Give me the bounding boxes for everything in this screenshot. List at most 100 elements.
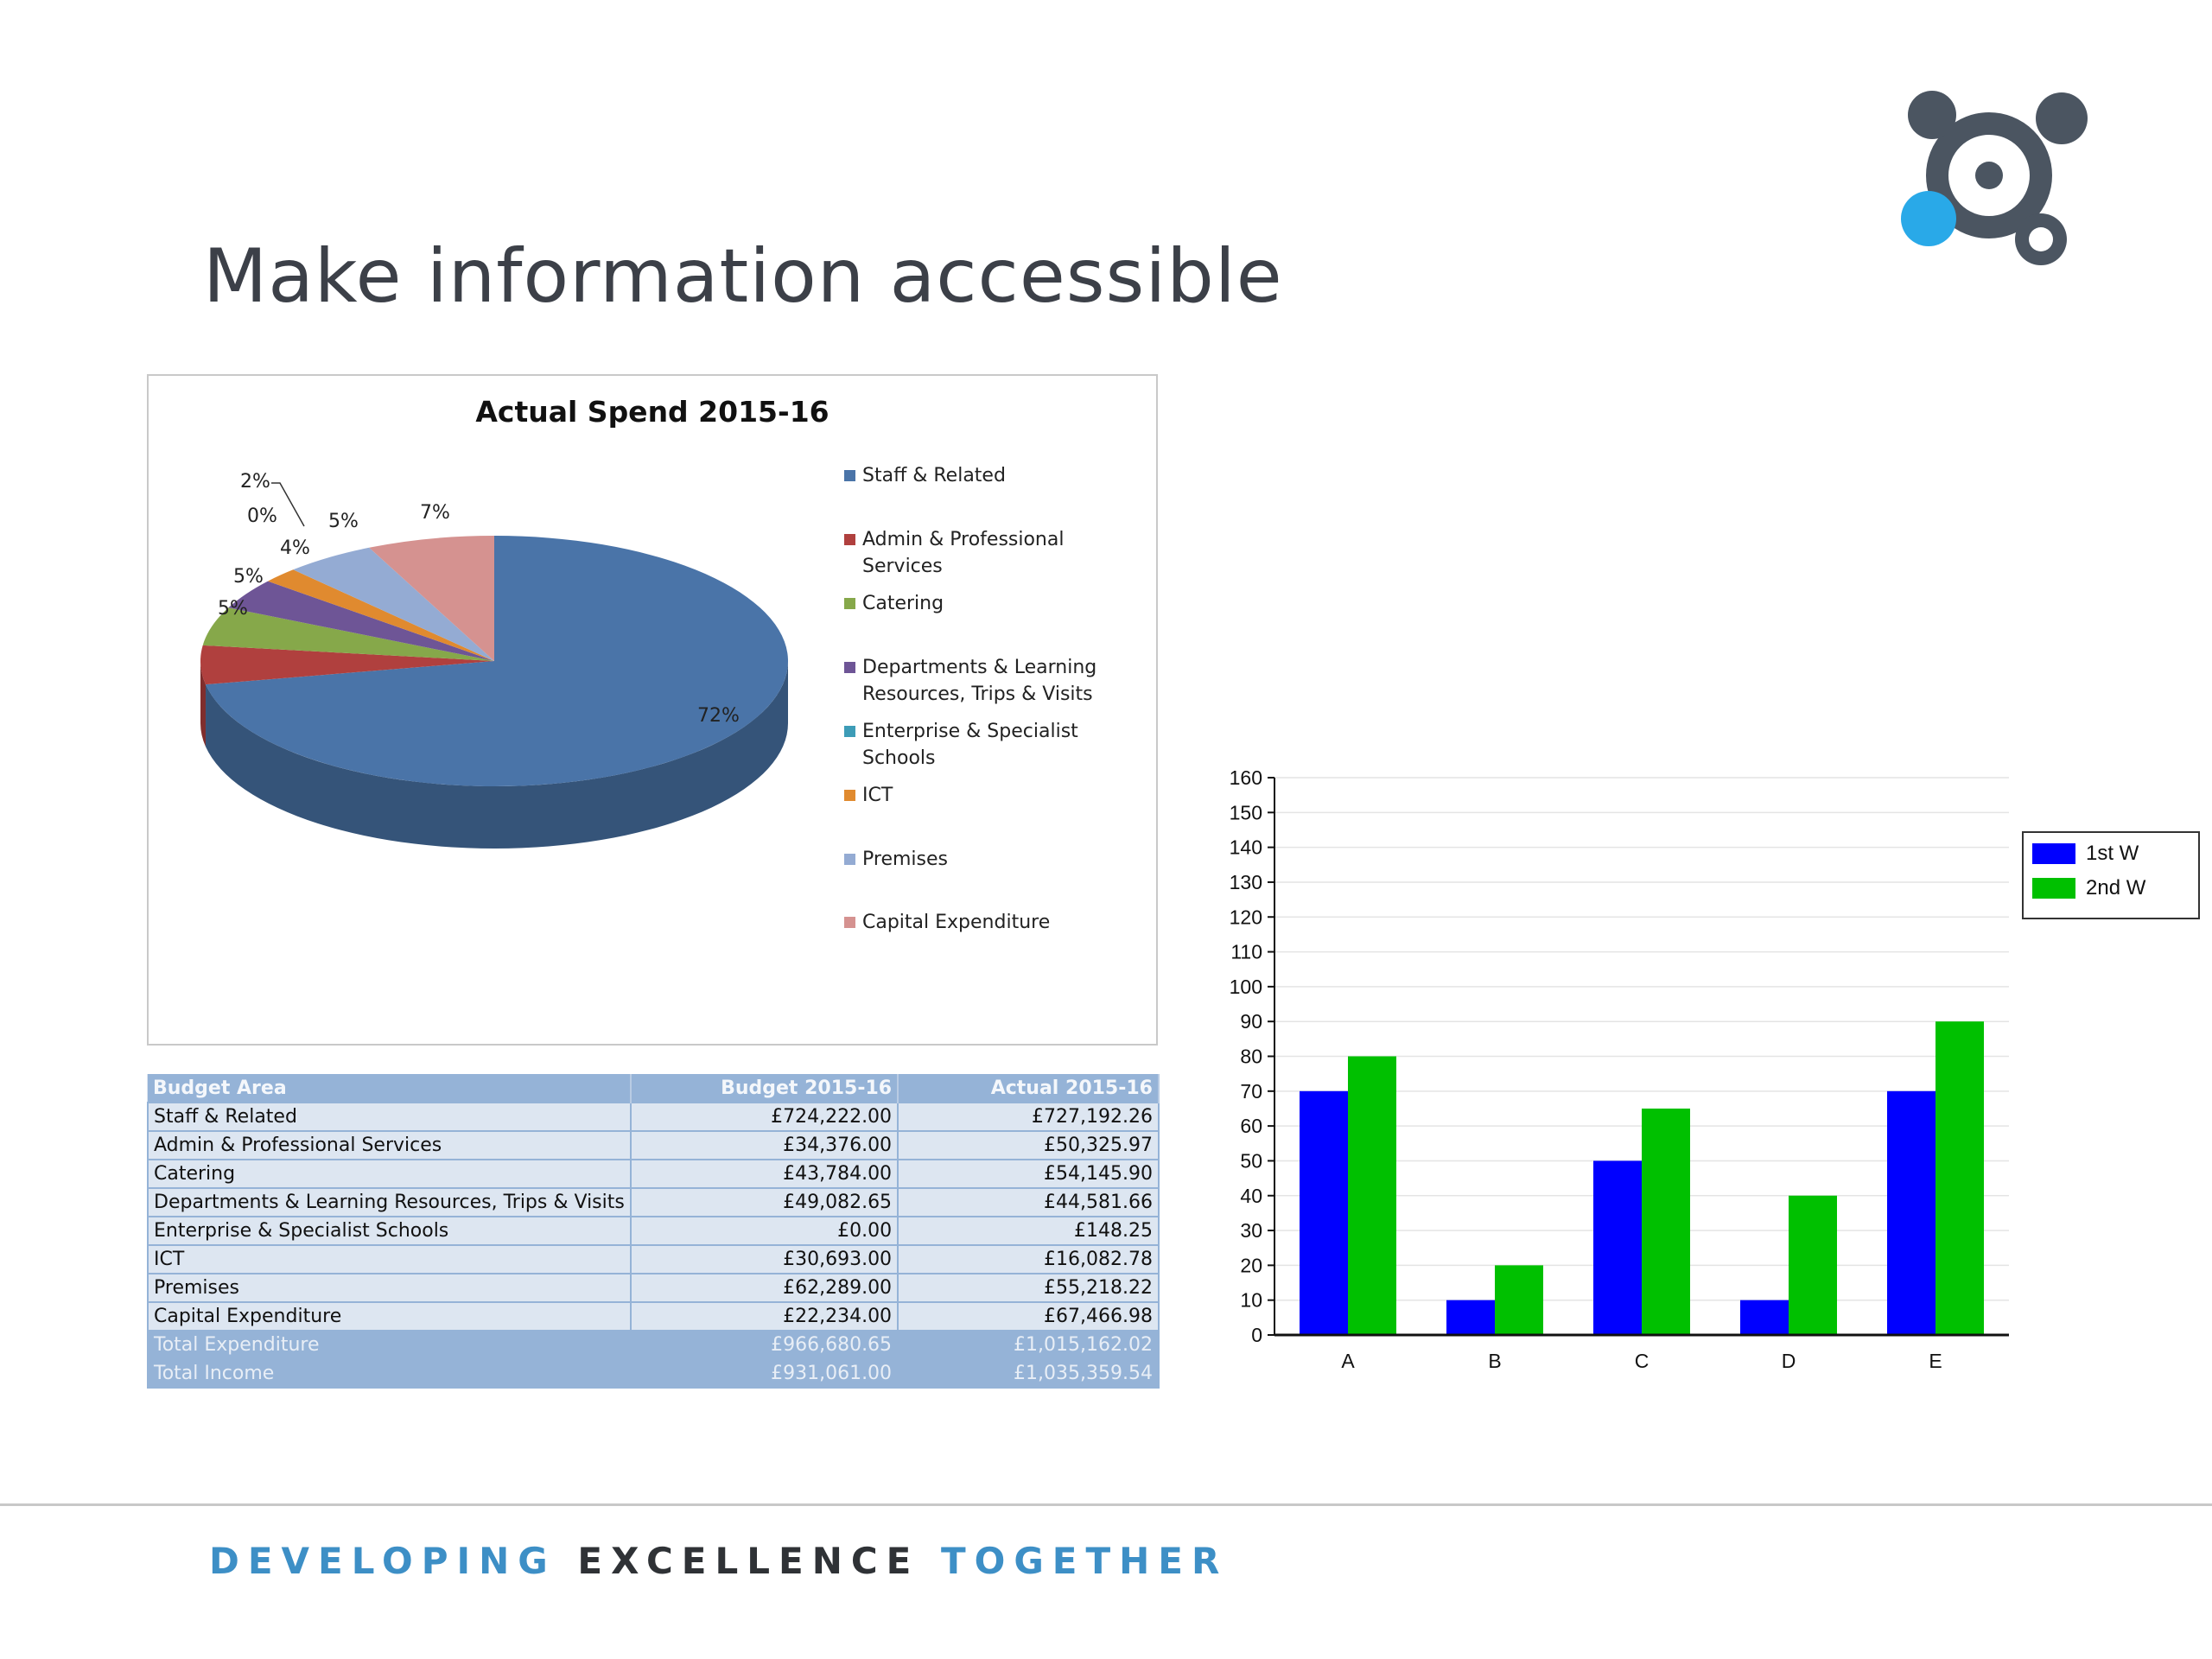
- legend-label: Enterprise & Specialist Schools: [862, 721, 1078, 769]
- actual-cell: £148.25: [897, 1216, 1160, 1246]
- legend-swatch-1st-w: [2032, 843, 2075, 864]
- legend-swatch: [844, 470, 855, 481]
- legend-item-departments-learning-resources-trips-visits: Departments & Learning Resources, Trips …: [844, 654, 1138, 708]
- legend-swatch: [844, 917, 855, 928]
- pie-label-capital-expenditure: 7%: [420, 502, 450, 524]
- pie-label-admin-professional-services: 5%: [218, 598, 248, 620]
- y-tick-label: 10: [1240, 1289, 1262, 1312]
- legend-item-staff-related: Staff & Related: [844, 462, 1138, 489]
- y-tick-label: 120: [1230, 906, 1262, 928]
- legend-item-2nd-w: 2nd W: [2032, 876, 2145, 900]
- y-tick-label: 130: [1230, 871, 1262, 893]
- pie-chart: 72% 5% 5% 4%0% 2% 5% 7%: [200, 471, 788, 849]
- budget-cell: £30,693.00: [629, 1244, 899, 1274]
- legend-swatch: [844, 534, 855, 545]
- table-row: Admin & Professional Services £34,376.00 £…: [147, 1130, 1160, 1160]
- pie-slice-ict: [268, 569, 494, 661]
- column-header-actual: Actual 2015-16: [898, 1074, 1160, 1103]
- legend-swatch: [844, 854, 855, 865]
- table-total-row: Total Expenditure £966,680.65 £1,015,162.0…: [147, 1330, 1160, 1360]
- pie-chart-title: Actual Spend 2015-16: [475, 395, 830, 429]
- budget-cell: £0.00: [629, 1216, 899, 1246]
- legend-item-ict: ICT: [844, 782, 1138, 809]
- bar-2nd-w-b: [1495, 1265, 1543, 1335]
- pie-slice-departments-learning-resources-trips-visits: [228, 581, 494, 661]
- legend-item-enterprise-specialist-schools: Enterprise & Specialist Schools: [844, 718, 1138, 772]
- legend-item-catering: Catering: [844, 590, 1138, 617]
- pie-label-departments-learning-resources-trips-visits: 4%: [280, 537, 310, 559]
- table-row: Staff & Related £724,222.00 £727,192.26: [147, 1102, 1160, 1132]
- bar-1st-w-a: [1300, 1090, 1348, 1335]
- table-row: Enterprise & Specialist Schools £0.00 £148…: [147, 1216, 1160, 1246]
- budget-cell: £966,680.65: [629, 1330, 899, 1360]
- y-tick-label: 90: [1240, 1010, 1262, 1033]
- bar-1st-w-d: [1740, 1300, 1789, 1335]
- legend-swatch-2nd-w: [2032, 878, 2075, 899]
- y-tick-label: 150: [1230, 801, 1262, 823]
- budget-cell: £724,222.00: [629, 1102, 899, 1132]
- legend-swatch: [844, 662, 855, 673]
- footer-word-developing: DEVELOPING: [209, 1540, 556, 1582]
- x-tick-label: B: [1488, 1350, 1501, 1372]
- table-row: ICT £30,693.00 £16,082.78: [147, 1244, 1160, 1274]
- bar-1st-w-e: [1887, 1090, 1936, 1335]
- actual-cell: £50,325.97: [897, 1130, 1160, 1160]
- budget-table: Budget Area Budget 2015-16 Actual 2015-1…: [147, 1074, 1160, 1389]
- pie-label-ict: 2%: [240, 471, 270, 493]
- legend-swatch: [844, 598, 855, 609]
- y-tick-label: 100: [1230, 976, 1262, 998]
- actual-cell: £727,192.26: [897, 1102, 1160, 1132]
- x-tick-label: A: [1341, 1350, 1355, 1372]
- logo-icon: [1901, 91, 2088, 265]
- budget-cell: £49,082.65: [629, 1187, 899, 1217]
- y-tick-label: 0: [1251, 1324, 1262, 1346]
- bar-2nd-w-d: [1789, 1195, 1837, 1335]
- y-tick-label: 40: [1240, 1185, 1262, 1207]
- budget-area-cell: ICT: [147, 1244, 632, 1274]
- legend-item-capital-expenditure: Capital Expenditure: [844, 909, 1138, 936]
- pie-slice-staff-related: [206, 536, 788, 786]
- y-tick-label: 160: [1230, 766, 1262, 789]
- pie-label-enterprise-specialist-schools: 0%: [247, 505, 277, 527]
- table-total-row: Total Income £931,061.00 £1,035,359.54: [147, 1358, 1160, 1389]
- legend-swatch: [844, 790, 855, 801]
- actual-cell: £54,145.90: [897, 1159, 1160, 1189]
- budget-cell: £931,061.00: [629, 1358, 899, 1389]
- pie-slice-catering: [202, 607, 494, 661]
- legend-label: Premises: [862, 849, 948, 870]
- x-tick-label: D: [1782, 1350, 1796, 1372]
- footer-divider: [0, 1503, 2212, 1506]
- slide-title: Make information accessible: [203, 233, 1283, 320]
- budget-cell: £43,784.00: [629, 1159, 899, 1189]
- y-tick-label: 140: [1230, 836, 1262, 859]
- table-row: Capital Expenditure £22,234.00 £67,466.98: [147, 1301, 1160, 1332]
- pie-label-staff-related: 72%: [697, 705, 740, 727]
- column-header-budget: Budget 2015-16: [630, 1074, 899, 1103]
- budget-cell: £22,234.00: [629, 1301, 899, 1332]
- budget-area-cell: Departments & Learning Resources, Trips …: [147, 1187, 632, 1217]
- legend-label: Capital Expenditure: [862, 912, 1051, 933]
- legend-label: ICT: [862, 785, 893, 806]
- x-tick-label: C: [1635, 1350, 1649, 1372]
- y-tick-label: 60: [1240, 1115, 1262, 1137]
- legend-label: Catering: [862, 593, 944, 614]
- table-header-row: Budget Area Budget 2015-16 Actual 2015-1…: [148, 1074, 1160, 1103]
- pie-leader-line: [271, 482, 305, 527]
- budget-area-cell: Capital Expenditure: [147, 1301, 632, 1332]
- footer-word-excellence: EXCELLENCE: [577, 1540, 920, 1582]
- actual-cell: £1,015,162.02: [897, 1330, 1160, 1360]
- bar-1st-w-b: [1446, 1300, 1495, 1335]
- y-tick-label: 80: [1240, 1046, 1262, 1068]
- budget-cell: £34,376.00: [629, 1130, 899, 1160]
- y-tick-label: 20: [1240, 1254, 1262, 1276]
- legend-label: Admin & Professional Services: [862, 529, 1065, 577]
- budget-area-cell: Catering: [147, 1159, 632, 1189]
- budget-area-cell: Total Income: [147, 1358, 632, 1389]
- pie-label-premises: 5%: [328, 511, 359, 532]
- pie-slice-admin-professional-services: [200, 645, 494, 685]
- budget-area-cell: Staff & Related: [147, 1102, 632, 1132]
- table-row: Premises £62,289.00 £55,218.22: [147, 1273, 1160, 1303]
- budget-cell: £62,289.00: [629, 1273, 899, 1303]
- pie-chart-panel: Actual Spend 2015-16 72% 5% 5% 4% 0% 2% 5% 7% S…: [147, 374, 1158, 1046]
- bar-2nd-w-c: [1642, 1108, 1690, 1335]
